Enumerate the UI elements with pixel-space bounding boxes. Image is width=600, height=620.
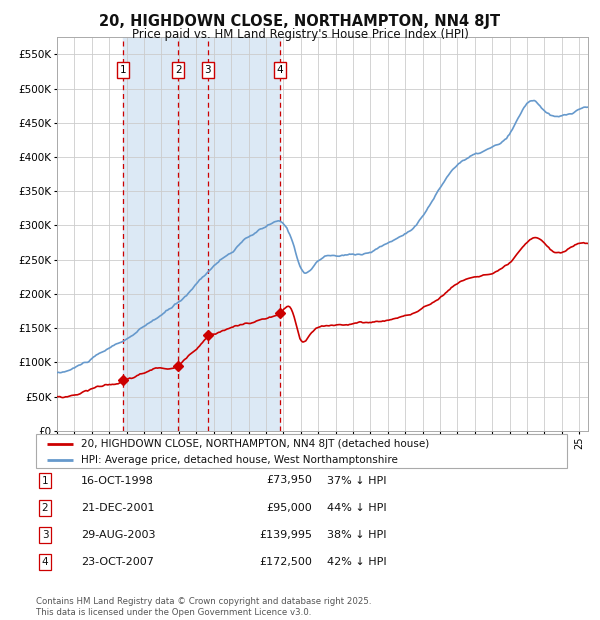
Text: 21-DEC-2001: 21-DEC-2001	[81, 503, 155, 513]
FancyBboxPatch shape	[36, 434, 567, 468]
Text: 2: 2	[175, 65, 182, 75]
Text: 1: 1	[41, 476, 49, 485]
Text: 29-AUG-2003: 29-AUG-2003	[81, 530, 155, 540]
Text: £139,995: £139,995	[259, 530, 312, 540]
Text: 2: 2	[41, 503, 49, 513]
Text: 4: 4	[277, 65, 283, 75]
Text: £73,950: £73,950	[266, 476, 312, 485]
Text: 4: 4	[41, 557, 49, 567]
Text: 3: 3	[205, 65, 211, 75]
Text: 42% ↓ HPI: 42% ↓ HPI	[327, 557, 386, 567]
Text: 3: 3	[41, 530, 49, 540]
Text: 37% ↓ HPI: 37% ↓ HPI	[327, 476, 386, 485]
Text: Contains HM Land Registry data © Crown copyright and database right 2025.
This d: Contains HM Land Registry data © Crown c…	[36, 598, 371, 617]
Text: Price paid vs. HM Land Registry's House Price Index (HPI): Price paid vs. HM Land Registry's House …	[131, 28, 469, 41]
Text: 1: 1	[119, 65, 126, 75]
Text: HPI: Average price, detached house, West Northamptonshire: HPI: Average price, detached house, West…	[81, 454, 398, 464]
Text: 44% ↓ HPI: 44% ↓ HPI	[327, 503, 386, 513]
Text: 23-OCT-2007: 23-OCT-2007	[81, 557, 154, 567]
Text: 20, HIGHDOWN CLOSE, NORTHAMPTON, NN4 8JT: 20, HIGHDOWN CLOSE, NORTHAMPTON, NN4 8JT	[100, 14, 500, 29]
Text: 16-OCT-1998: 16-OCT-1998	[81, 476, 154, 485]
Text: 38% ↓ HPI: 38% ↓ HPI	[327, 530, 386, 540]
Text: £172,500: £172,500	[259, 557, 312, 567]
Bar	[123, 37, 280, 431]
Text: £95,000: £95,000	[266, 503, 312, 513]
Text: 20, HIGHDOWN CLOSE, NORTHAMPTON, NN4 8JT (detached house): 20, HIGHDOWN CLOSE, NORTHAMPTON, NN4 8JT…	[81, 438, 430, 448]
